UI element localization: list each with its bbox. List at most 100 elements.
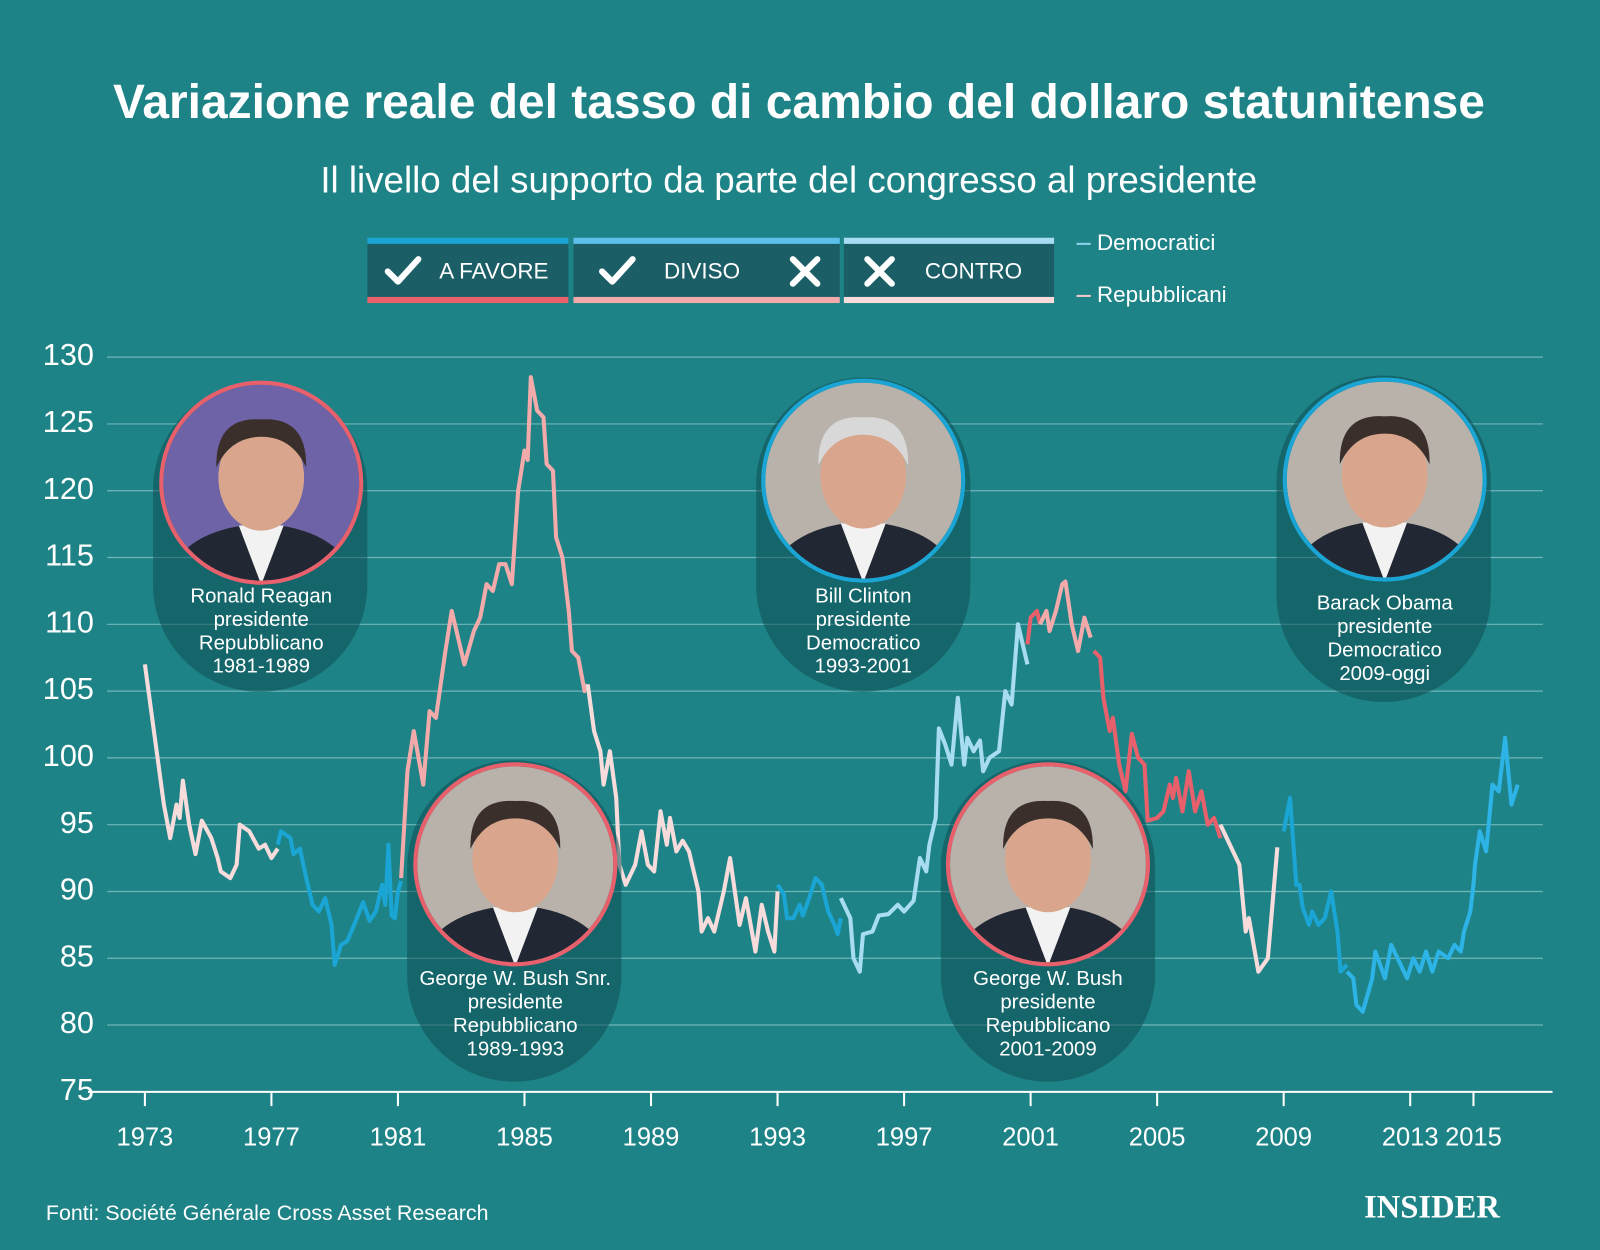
line-series bbox=[585, 684, 780, 954]
legend-label: DIVISO bbox=[664, 258, 740, 283]
president-card: George W. BushpresidenteRepubblicano2001… bbox=[940, 760, 1156, 1082]
photo-hair bbox=[1003, 800, 1093, 849]
legend-bar-bottom bbox=[367, 296, 569, 304]
y-tick-label: 90 bbox=[60, 873, 94, 907]
legend-bar-top bbox=[367, 237, 569, 244]
president-role: presidente bbox=[468, 991, 563, 1013]
y-tick-label: 130 bbox=[43, 338, 94, 372]
cross-icon bbox=[789, 256, 821, 287]
legend-box bbox=[367, 241, 569, 299]
president-years: 1981-1989 bbox=[212, 656, 310, 678]
president-name: George W. Bush bbox=[973, 968, 1123, 990]
line-series bbox=[275, 829, 404, 967]
x-tick-label: 1977 bbox=[243, 1124, 300, 1152]
president-card: Bill ClintonpresidenteDemocratico1993-20… bbox=[756, 377, 971, 692]
president-ring bbox=[1282, 377, 1487, 582]
line-series bbox=[399, 375, 590, 879]
president-ring bbox=[761, 378, 966, 583]
photo-face bbox=[472, 806, 559, 913]
chart-title: Variazione reale del tasso di cambio del… bbox=[113, 76, 1485, 129]
photo-hair bbox=[470, 800, 561, 849]
line-series bbox=[142, 664, 280, 881]
president-card: Ronald ReaganpresidenteRepubblicano1981-… bbox=[153, 380, 368, 692]
president-years: 2001-2009 bbox=[999, 1038, 1097, 1060]
photo-face bbox=[1005, 806, 1091, 913]
check-icon bbox=[384, 256, 422, 285]
chart-subtitle: Il livello del supporto da parte del con… bbox=[320, 159, 1257, 200]
president-years: 1989-1993 bbox=[467, 1038, 565, 1060]
president-role: presidente bbox=[1337, 616, 1432, 638]
president-role: presidente bbox=[214, 609, 309, 631]
president-photo bbox=[1286, 381, 1483, 578]
y-tick-label: 80 bbox=[60, 1006, 94, 1040]
photo-shirt bbox=[1362, 522, 1408, 578]
president-party: Democratico bbox=[1327, 639, 1441, 661]
president-role: presidente bbox=[816, 609, 911, 631]
president-party: Repubblicano bbox=[199, 632, 324, 654]
president-name: Barack Obama bbox=[1317, 592, 1454, 614]
photo-hair bbox=[818, 417, 909, 466]
line-series bbox=[1218, 823, 1280, 974]
photo-shirt bbox=[492, 907, 538, 963]
photo-hair bbox=[216, 419, 307, 468]
legend-label: CONTRO bbox=[925, 258, 1022, 283]
president-ring bbox=[413, 762, 618, 967]
x-tick-label: 1997 bbox=[876, 1124, 933, 1152]
line-series bbox=[1025, 608, 1043, 645]
president-years: 2009-oggi bbox=[1339, 663, 1430, 685]
source: Fonti: Société Générale Cross Asset Rese… bbox=[46, 1201, 489, 1225]
x-tick-label: 2005 bbox=[1129, 1124, 1186, 1152]
x-tick-label: 1989 bbox=[623, 1124, 680, 1152]
president-party: Repubblicano bbox=[453, 1015, 578, 1037]
y-tick-label: 115 bbox=[45, 539, 94, 573]
president-years: 1993-2001 bbox=[815, 656, 913, 678]
line-series bbox=[838, 622, 1030, 974]
president-name: George W. Bush Snr. bbox=[420, 968, 612, 990]
x-tick-label: 2015 bbox=[1445, 1124, 1502, 1152]
line-series bbox=[1281, 795, 1349, 974]
president-ring bbox=[159, 380, 364, 585]
legend-box bbox=[573, 241, 840, 299]
x-tick-label: 1973 bbox=[117, 1124, 174, 1152]
x-tick-label: 1985 bbox=[496, 1124, 553, 1152]
photo-face bbox=[820, 422, 907, 529]
y-tick-label: 110 bbox=[45, 605, 94, 639]
president-name: Ronald Reagan bbox=[190, 585, 332, 607]
y-tick-label: 100 bbox=[43, 739, 94, 773]
y-tick-label: 105 bbox=[43, 672, 94, 706]
check-icon bbox=[598, 256, 636, 285]
president-photo bbox=[163, 384, 360, 581]
logo: INSIDER bbox=[1364, 1190, 1500, 1226]
photo-shirt bbox=[840, 523, 886, 579]
president-card: Barack ObamapresidenteDemocratico2009-og… bbox=[1276, 375, 1491, 703]
president-role: presidente bbox=[1000, 991, 1095, 1013]
x-tick-label: 1981 bbox=[370, 1124, 427, 1152]
x-tick-label: 1993 bbox=[749, 1124, 806, 1152]
photo-shirt bbox=[1025, 907, 1071, 963]
president-card: George W. Bush Snr.presidenteRepubblican… bbox=[407, 760, 622, 1082]
president-party: Repubblicano bbox=[986, 1015, 1111, 1037]
y-tick-label: 95 bbox=[60, 806, 94, 840]
line-series bbox=[775, 876, 843, 937]
photo-shirt bbox=[238, 525, 284, 581]
president-party: Democratico bbox=[806, 632, 920, 654]
y-tick-label: 75 bbox=[60, 1073, 94, 1107]
line-series bbox=[1092, 649, 1223, 839]
president-name: Bill Clinton bbox=[815, 585, 911, 607]
line-series bbox=[1345, 735, 1520, 1014]
photo-face bbox=[218, 424, 305, 531]
legend-bar-bottom bbox=[573, 296, 840, 304]
legend-label: A FAVORE bbox=[439, 258, 548, 283]
president-photo bbox=[417, 766, 614, 963]
legend-party: Democratici bbox=[1097, 230, 1215, 255]
legend-bar-top bbox=[843, 237, 1055, 244]
y-tick-label: 125 bbox=[43, 405, 94, 439]
y-tick-label: 120 bbox=[43, 472, 94, 506]
cross-icon bbox=[864, 256, 895, 287]
legend-party: Repubblicani bbox=[1097, 282, 1227, 307]
photo-hair bbox=[1339, 416, 1430, 465]
legend-bar-top bbox=[573, 237, 840, 244]
x-tick-label: 2013 bbox=[1382, 1124, 1439, 1152]
